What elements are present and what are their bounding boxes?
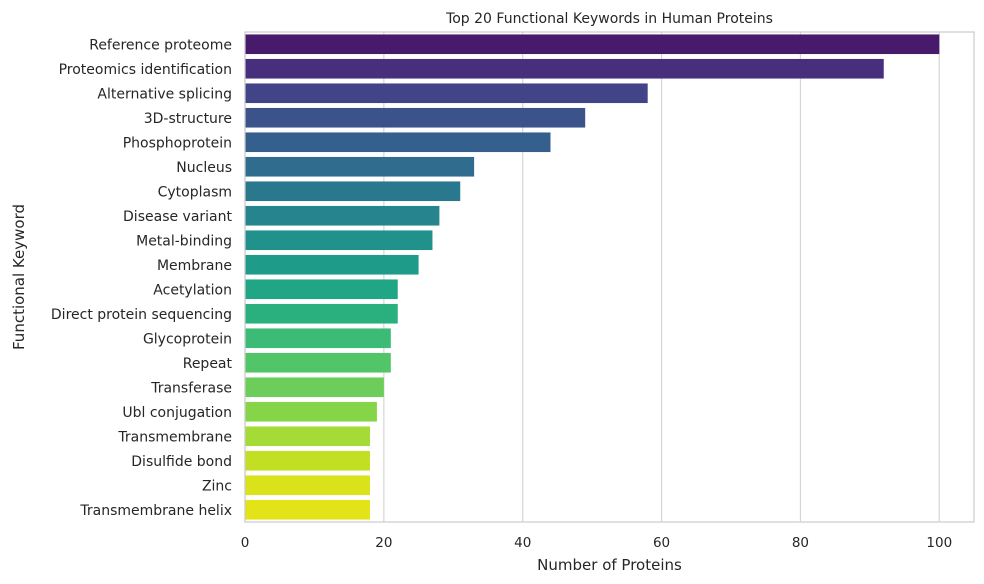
y-tick-label: Transferase — [150, 380, 232, 396]
bar — [245, 156, 475, 177]
y-tick-label: Nucleus — [176, 160, 232, 176]
x-tick-label: 0 — [241, 535, 250, 551]
y-tick-label: Acetylation — [153, 282, 232, 298]
bar — [245, 377, 384, 398]
plot-frame — [244, 31, 975, 523]
bar — [245, 230, 433, 251]
x-tick-labels: 0 20 40 60 80 100 — [241, 535, 952, 551]
bars — [245, 34, 940, 520]
x-tick-label: 100 — [926, 535, 952, 551]
y-tick-label: Phosphoprotein — [123, 135, 232, 151]
bar — [245, 279, 398, 300]
y-tick-label: Membrane — [157, 258, 232, 274]
y-tick-label: Transmembrane — [117, 429, 232, 445]
y-tick-label: Proteomics identification — [59, 62, 232, 78]
bar — [245, 352, 391, 373]
bar — [245, 303, 398, 324]
y-tick-label: Transmembrane helix — [79, 503, 232, 519]
bar — [245, 107, 586, 128]
bar — [245, 254, 419, 275]
bar — [245, 83, 648, 104]
x-tick-label: 40 — [514, 535, 531, 551]
y-tick-label: Ubl conjugation — [122, 405, 232, 421]
x-tick-label: 20 — [375, 535, 392, 551]
chart-title: Top 20 Functional Keywords in Human Prot… — [445, 11, 773, 27]
bar — [245, 328, 391, 349]
y-tick-label: Metal-binding — [136, 233, 232, 249]
y-axis-label: Functional Keyword — [10, 204, 28, 350]
x-axis-label: Number of Proteins — [537, 556, 682, 574]
y-tick-label: Disease variant — [123, 209, 232, 225]
y-tick-label: Glycoprotein — [143, 331, 232, 347]
bar — [245, 205, 440, 226]
y-tick-label: Cytoplasm — [158, 184, 232, 200]
bar — [245, 58, 884, 79]
y-tick-label: 3D-structure — [144, 111, 232, 127]
bar — [245, 499, 370, 520]
grid-lines — [244, 32, 940, 522]
bar — [245, 132, 551, 153]
bar — [245, 426, 370, 447]
x-tick-label: 80 — [792, 535, 809, 551]
y-tick-label: Zinc — [202, 478, 232, 494]
x-tick-label: 60 — [653, 535, 670, 551]
y-tick-label: Repeat — [183, 356, 233, 372]
category-labels: Reference proteome Proteomics identificat… — [51, 37, 233, 519]
bar — [245, 475, 370, 496]
y-tick-label: Direct protein sequencing — [51, 307, 232, 323]
y-tick-label: Disulfide bond — [131, 454, 232, 470]
y-tick-label: Alternative splicing — [97, 86, 232, 102]
bar — [245, 401, 377, 422]
bar — [245, 181, 461, 202]
bar — [245, 34, 940, 55]
y-tick-label: Reference proteome — [89, 37, 232, 53]
bar — [245, 450, 370, 471]
